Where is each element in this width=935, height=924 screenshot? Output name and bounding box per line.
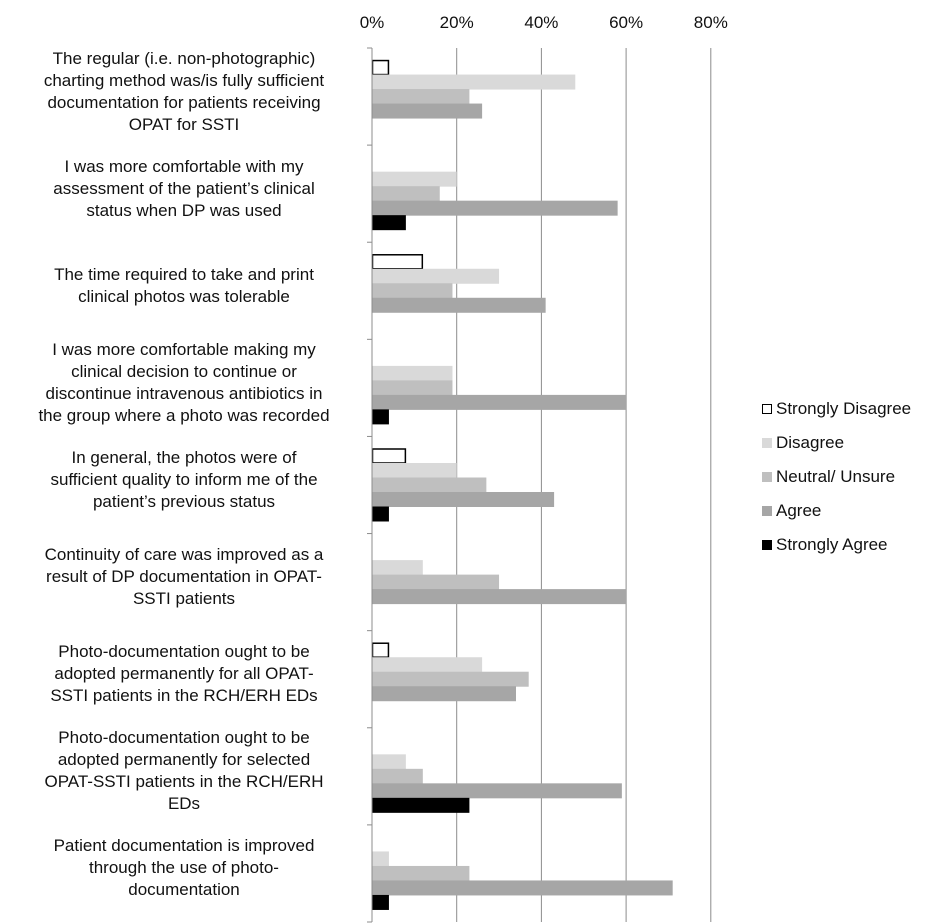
category-label-line: SSTI patients in the RCH/ERH EDs: [50, 686, 318, 706]
bar-disagree: [372, 657, 483, 673]
legend-label: Strongly Disagree: [776, 399, 912, 418]
bar-agree: [372, 297, 546, 313]
bar-strongly-disagree: [371, 59, 390, 76]
legend-label: Disagree: [776, 433, 845, 452]
bar-neutral-unsure: [372, 186, 440, 202]
category-label-line: patient’s previous status: [92, 492, 276, 511]
category-label: I was more comfortable making my clinical…: [6, 339, 362, 427]
category-label-line: Continuity of care was improved as a: [44, 545, 324, 565]
legend-swatch: [762, 506, 772, 516]
category-label-line: sufficient quality to inform me of the: [50, 470, 318, 489]
x-tick-label: 80%: [694, 13, 728, 32]
bar-agree: [372, 589, 627, 605]
category-label-line: I was more comfortable making my: [52, 339, 316, 359]
category-label-line: I was more comfortable with my: [64, 156, 304, 176]
bar-agree: [372, 103, 483, 119]
category-label-line: through the use of photo-: [89, 858, 279, 878]
category-label-line: The regular (i.e. non-photographic): [52, 48, 316, 68]
category-label-line: OPAT for SSTI: [128, 114, 240, 134]
legend-item: Strongly Disagree: [762, 392, 911, 426]
category-label-line: clinical photos was tolerable: [78, 286, 290, 306]
category-label-line: adopted permanently for all OPAT-: [54, 664, 314, 684]
bar-agree: [372, 880, 673, 896]
bar-neutral-unsure: [372, 865, 470, 881]
legend-swatch: [762, 404, 772, 414]
category-label-line: charting method was/is fully sufficient: [43, 70, 325, 90]
category-label: Continuity of care was improved as a resu…: [6, 544, 362, 610]
x-tick-label: 20%: [440, 13, 474, 32]
category-label: In general, the photos were of sufficient…: [6, 447, 362, 513]
bar-agree: [372, 783, 622, 799]
category-label: The regular (i.e. non-photographic) chart…: [6, 48, 362, 136]
bar-strongly-agree: [372, 215, 406, 231]
category-label-line: adopted permanently for selected: [57, 750, 311, 770]
category-label: Photo-documentation ought to be adopted p…: [6, 641, 362, 707]
bar-disagree: [372, 171, 457, 187]
bar-strongly-disagree: [371, 448, 407, 464]
bar-disagree: [372, 74, 576, 90]
x-tick-label: 60%: [609, 13, 643, 32]
category-label: I was more comfortable with my assessment…: [6, 156, 362, 222]
legend-swatch: [762, 472, 772, 482]
bar-strongly-agree: [372, 506, 389, 522]
legend-swatch: [762, 438, 772, 448]
legend-label: Strongly Agree: [776, 535, 888, 554]
bar-neutral-unsure: [372, 768, 423, 784]
bar-neutral-unsure: [372, 283, 453, 299]
category-label-line: result of DP documentation in OPAT-: [46, 567, 322, 587]
category-label: Patient documentation is improved through…: [6, 835, 362, 901]
category-label-line: Patient documentation is improved: [53, 836, 315, 856]
legend-swatch: [762, 540, 772, 550]
category-label: The time required to take and print clini…: [6, 264, 362, 308]
x-tick-label: 0%: [360, 13, 385, 32]
category-label-line: Photo-documentation ought to be: [58, 728, 310, 748]
category-label-line: In general, the photos were of: [71, 448, 297, 467]
bar-agree: [372, 200, 618, 216]
category-label-line: status when DP was used: [86, 200, 282, 220]
legend-label: Neutral/ Unsure: [776, 467, 896, 486]
legend-item: Neutral/ Unsure: [762, 460, 911, 494]
category-label-line: EDs: [167, 794, 201, 814]
bar-strongly-disagree: [371, 642, 390, 658]
legend-item: Disagree: [762, 426, 911, 460]
legend-label: Agree: [776, 501, 822, 520]
bar-neutral-unsure: [372, 477, 487, 493]
category-label-line: The time required to take and print: [54, 264, 314, 284]
category-label-line: documentation: [128, 880, 240, 900]
bar-disagree: [372, 365, 453, 381]
legend: Strongly Disagree Disagree Neutral/ Unsure…: [762, 392, 911, 562]
bar-strongly-agree: [372, 797, 470, 813]
bar-disagree: [372, 463, 457, 478]
bar-disagree: [372, 851, 389, 867]
bar-strongly-disagree: [371, 254, 424, 270]
category-label: Photo-documentation ought to be adopted p…: [6, 727, 362, 815]
category-label-line: documentation for patients receiving: [47, 92, 321, 112]
bar-strongly-agree: [372, 409, 389, 425]
bar-neutral-unsure: [372, 671, 529, 687]
bar-agree: [372, 394, 627, 410]
category-label-line: the group where a photo was recorded: [38, 405, 330, 425]
bar-agree: [372, 686, 516, 702]
category-label-line: assessment of the patient’s clinical: [53, 178, 315, 198]
bar-disagree: [372, 754, 406, 770]
bars: [371, 59, 673, 910]
bar-neutral-unsure: [372, 380, 453, 396]
legend-item: Strongly Agree: [762, 528, 911, 562]
legend-item: Agree: [762, 494, 911, 528]
bar-strongly-agree: [372, 894, 389, 910]
category-label-line: Photo-documentation ought to be: [58, 642, 310, 662]
bar-disagree: [372, 268, 500, 284]
x-tick-label: 40%: [524, 13, 558, 32]
bar-neutral-unsure: [372, 574, 500, 590]
bar-agree: [372, 492, 555, 507]
category-label-line: SSTI patients: [132, 589, 236, 609]
category-label-line: discontinue intravenous antibiotics in: [45, 383, 323, 403]
category-label-line: OPAT-SSTI patients in the RCH/ERH: [44, 772, 324, 792]
x-axis-ticks: 0% 20% 40% 60% 80%: [360, 13, 728, 923]
category-label-line: clinical decision to continue or: [71, 361, 297, 381]
bar-neutral-unsure: [372, 89, 470, 105]
bar-disagree: [372, 560, 423, 576]
